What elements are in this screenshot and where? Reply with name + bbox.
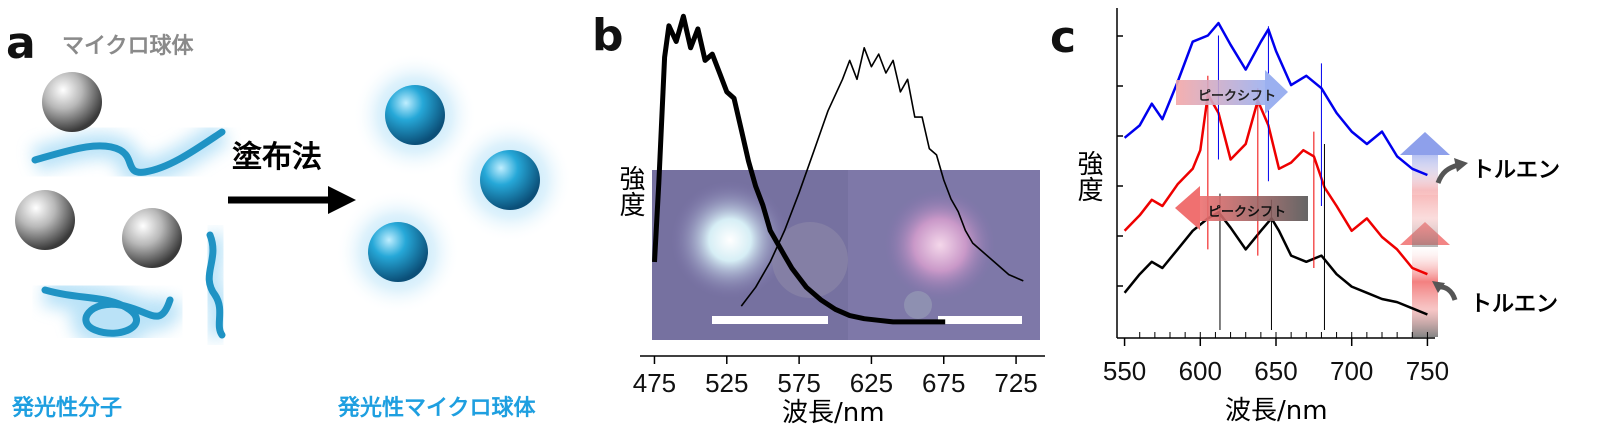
blue-sphere [368,222,428,282]
chart-c-ticks: 550 600 650 700 750 [1103,332,1449,386]
x-tick-label: 700 [1330,356,1373,386]
panel-c: c [1050,0,1613,429]
x-tick-label: 650 [1254,356,1297,386]
blue-sphere [385,85,445,145]
peak-shift-label: ピークシフト [1198,89,1277,104]
series-line-c-3 [1123,210,1428,316]
panel-label-a: a [6,18,36,69]
silver-sphere [15,190,75,250]
panel-b: b 475 525 575 6 [592,0,1060,429]
silver-sphere [42,72,102,132]
x-tick-label: 475 [633,368,676,398]
process-arrow [228,186,356,214]
x-tick-label: 725 [994,368,1037,398]
spectrum-chart-b: 475 525 575 625 675 725 [633,13,1045,398]
scale-bar [938,316,1022,324]
coating-scheme [15,53,572,349]
x-tick-label: 525 [705,368,748,398]
peak-shift-arrow-red [1175,186,1308,230]
panel-label-b: b [592,10,624,61]
molecule-label: 発光性分子 [12,396,123,421]
coating-method-label: 塗布法 [232,140,322,175]
xlabel-c: 波長/nm [1225,396,1328,426]
x-tick-label: 675 [922,368,965,398]
microsphere-label: マイクロ球体 [62,34,194,59]
molecule-strands [31,128,226,339]
series-line-b-1 [652,13,946,325]
panel-a: a マイクロ球体 [0,0,600,429]
x-tick-label: 575 [777,368,820,398]
series-line-c-2 [1123,93,1428,276]
toluene-label: トルエン [1472,158,1561,183]
x-tick-label: 625 [850,368,893,398]
y-ticks [1117,35,1123,287]
peak-shift-label: ピークシフト [1208,205,1287,220]
panel-label-c: c [1050,12,1077,63]
x-tick-label: 600 [1179,356,1222,386]
chart-c-series [1123,21,1428,330]
x-tick-label: 750 [1406,356,1449,386]
toluene-label: トルエン [1470,292,1559,317]
xlabel-b: 波長/nm [782,398,885,428]
ylabel-c: 強度 [1073,150,1103,202]
x-tick-label: 550 [1103,356,1146,386]
peak-shift-arrow-blue [1176,70,1288,114]
curved-arrow-icon [1432,158,1468,301]
chart-b-series [652,13,1024,325]
intensity-arrow [1400,132,1450,337]
series-line-b-2 [740,46,1024,307]
luminescent-spheres [336,53,572,314]
blue-sphere [480,150,540,210]
chart-b-ticks: 475 525 575 625 675 725 [633,356,1038,398]
spectrum-chart-c: 550 600 650 700 750 [1103,8,1468,386]
micrograph-inset [652,170,1040,340]
silver-sphere [122,208,182,268]
luminescent-sphere-label: 発光性マイクロ球体 [338,396,536,421]
scale-bar [712,316,828,324]
ylabel-b: 強度 [615,165,645,217]
